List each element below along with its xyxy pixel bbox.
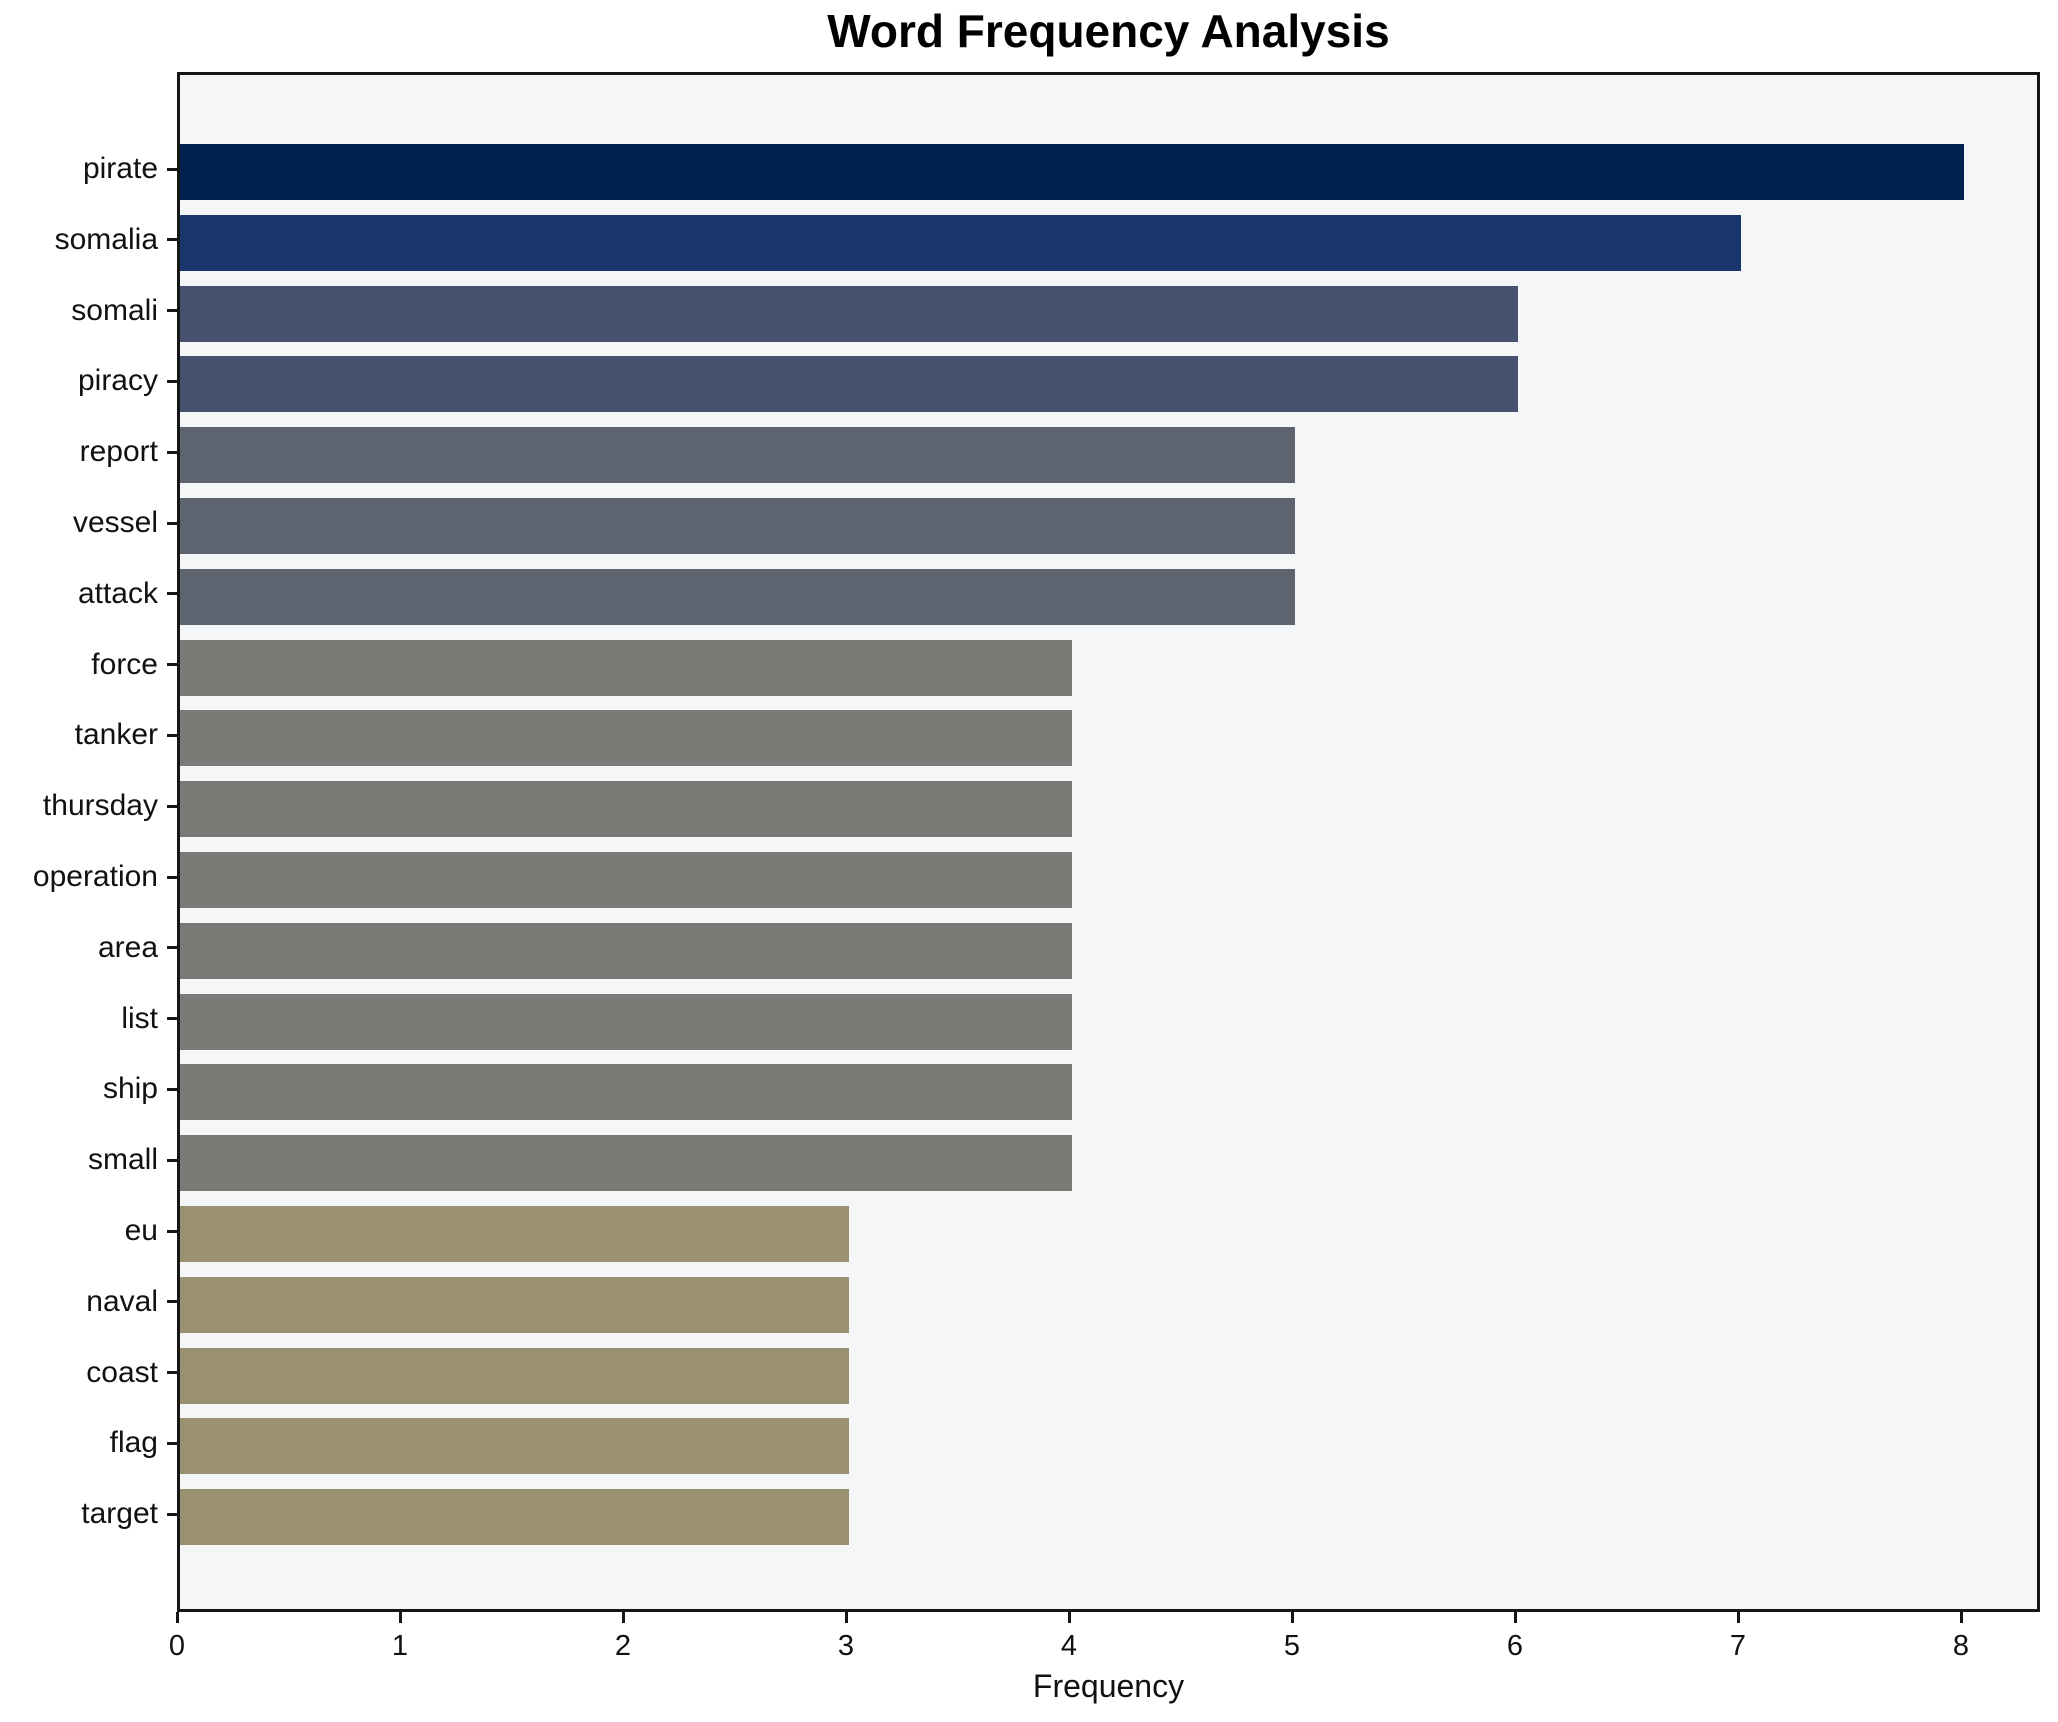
y-tick-label-somali: somali <box>71 293 158 327</box>
y-tick-mark <box>167 1229 177 1233</box>
y-tick-mark <box>167 592 177 596</box>
x-tick-label-6: 6 <box>1506 1630 1524 1662</box>
x-tick-label-2: 2 <box>614 1630 632 1662</box>
y-tick-mark <box>167 238 177 242</box>
x-tick-label-0: 0 <box>168 1630 186 1662</box>
x-tick-label-5: 5 <box>1283 1630 1301 1662</box>
y-tick-label-attack: attack <box>77 576 158 610</box>
x-tick-label-3: 3 <box>837 1630 855 1662</box>
bar-report <box>180 427 1295 484</box>
y-tick-label-tanker: tanker <box>74 718 158 752</box>
y-tick-mark <box>167 1371 177 1375</box>
x-tick-label-4: 4 <box>1060 1630 1078 1662</box>
y-tick-mark <box>167 663 177 667</box>
bar-ship <box>180 1064 1072 1121</box>
x-tick-mark <box>844 1612 848 1623</box>
y-tick-mark <box>167 521 177 525</box>
plot-area <box>177 72 2040 1612</box>
bar-pirate <box>180 144 1964 200</box>
x-tick-label-7: 7 <box>1729 1630 1747 1662</box>
x-tick-label-8: 8 <box>1952 1630 1970 1662</box>
bar-tanker <box>180 710 1072 767</box>
bar-somalia <box>180 214 1741 271</box>
x-tick-mark <box>1959 1612 1963 1623</box>
bar-coast <box>180 1347 849 1404</box>
y-tick-label-flag: flag <box>109 1426 158 1460</box>
y-tick-mark <box>167 875 177 879</box>
bar-piracy <box>180 356 1518 413</box>
x-tick-mark <box>175 1612 179 1623</box>
y-tick-label-somalia: somalia <box>54 222 158 256</box>
bar-small <box>180 1135 1072 1192</box>
y-tick-label-ship: ship <box>102 1072 158 1106</box>
y-tick-mark <box>167 167 177 171</box>
y-tick-label-target: target <box>81 1497 158 1531</box>
y-tick-mark <box>167 1441 177 1445</box>
y-tick-label-naval: naval <box>86 1284 158 1318</box>
y-tick-label-force: force <box>91 647 158 681</box>
x-tick-mark <box>398 1612 402 1623</box>
x-tick-mark <box>621 1612 625 1623</box>
y-tick-mark <box>167 450 177 454</box>
chart-title: Word Frequency Analysis <box>827 5 1390 57</box>
y-tick-mark <box>167 1017 177 1021</box>
bar-list <box>180 993 1072 1050</box>
y-tick-mark <box>167 1158 177 1162</box>
bar-vessel <box>180 498 1295 554</box>
x-tick-mark <box>1736 1612 1740 1623</box>
bar-force <box>180 639 1072 696</box>
bar-attack <box>180 568 1295 625</box>
x-tick-mark <box>1067 1612 1071 1623</box>
x-tick-mark <box>1513 1612 1517 1623</box>
bar-flag <box>180 1418 849 1475</box>
bar-operation <box>180 852 1072 908</box>
y-tick-label-area: area <box>97 930 158 964</box>
y-tick-mark <box>167 946 177 950</box>
y-tick-label-eu: eu <box>124 1214 158 1247</box>
y-tick-mark <box>167 309 177 313</box>
y-tick-label-thursday: thursday <box>42 789 158 823</box>
y-tick-label-coast: coast <box>86 1355 158 1389</box>
y-tick-label-piracy: piracy <box>77 364 158 398</box>
y-tick-mark <box>167 1087 177 1091</box>
y-tick-mark <box>167 379 177 383</box>
y-tick-label-operation: operation <box>32 860 158 893</box>
bar-target <box>180 1489 849 1546</box>
bar-thursday <box>180 781 1072 838</box>
y-tick-label-vessel: vessel <box>72 506 158 539</box>
x-tick-label-1: 1 <box>391 1630 409 1662</box>
y-tick-mark <box>167 733 177 737</box>
bar-eu <box>180 1206 849 1262</box>
bar-area <box>180 922 1072 979</box>
y-tick-label-pirate: pirate <box>82 152 158 185</box>
y-tick-mark <box>167 804 177 808</box>
y-tick-label-report: report <box>79 435 158 469</box>
x-tick-mark <box>1290 1612 1294 1623</box>
y-tick-label-small: small <box>87 1143 158 1177</box>
y-tick-mark <box>167 1512 177 1516</box>
y-tick-mark <box>167 1300 177 1304</box>
x-axis-label: Frequency <box>1032 1668 1185 1704</box>
bar-somali <box>180 285 1518 342</box>
y-tick-label-list: list <box>121 1001 158 1035</box>
bar-naval <box>180 1276 849 1333</box>
